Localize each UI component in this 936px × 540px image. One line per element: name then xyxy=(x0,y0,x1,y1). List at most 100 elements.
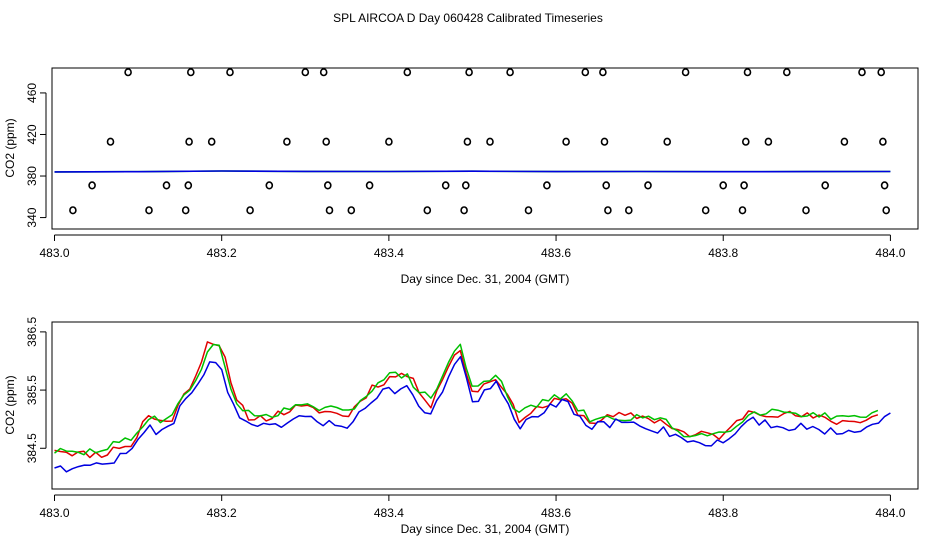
top-point xyxy=(226,68,234,77)
top-point xyxy=(764,137,773,146)
top-point xyxy=(246,206,254,215)
top-point xyxy=(882,206,891,215)
top-y-tick-label: 460 xyxy=(25,83,39,103)
bottom-y-tick-label: 384.5 xyxy=(25,433,39,463)
top-point xyxy=(403,68,412,77)
top-point xyxy=(719,181,728,190)
bottom-x-axis-label: Day since Dec. 31, 2004 (GMT) xyxy=(401,522,570,536)
top-point xyxy=(782,68,791,77)
bottom-series-green xyxy=(54,343,879,456)
top-point xyxy=(663,137,672,146)
top-y-tick-label: 380 xyxy=(25,166,39,186)
top-point xyxy=(743,68,752,77)
top-point xyxy=(879,137,887,146)
top-x-tick-label: 483.6 xyxy=(541,246,571,260)
top-point xyxy=(465,68,473,77)
top-point xyxy=(88,181,96,190)
top-x-tick-label: 483.4 xyxy=(374,246,404,260)
top-point xyxy=(301,68,310,77)
top-flat-series xyxy=(54,170,891,173)
bottom-x-tick-label: 483.6 xyxy=(541,506,571,520)
top-point xyxy=(69,206,77,215)
top-point xyxy=(599,68,607,77)
top-point xyxy=(325,206,334,215)
top-point xyxy=(681,68,690,77)
top-x-tick-label: 483.2 xyxy=(207,246,237,260)
top-point xyxy=(463,137,472,146)
top-point xyxy=(741,137,750,146)
bottom-y-axis: 384.5 385.5 386.5 xyxy=(25,317,47,463)
top-point xyxy=(365,181,374,190)
top-x-axis: 483.0 483.2 483.4 483.6 483.8 484.0 xyxy=(39,234,906,260)
bottom-series-red xyxy=(54,341,879,459)
bottom-line-series xyxy=(54,341,891,473)
top-point xyxy=(486,137,494,146)
top-point xyxy=(323,181,332,190)
top-point xyxy=(124,68,132,77)
top-y-axis: 340 380 420 460 xyxy=(25,83,47,228)
top-point xyxy=(460,206,468,215)
top-point xyxy=(506,68,514,77)
top-point xyxy=(821,181,830,190)
top-point xyxy=(187,68,195,77)
bottom-x-tick-label: 483.2 xyxy=(207,506,237,520)
top-point xyxy=(322,137,331,146)
top-point xyxy=(600,137,609,146)
top-point xyxy=(145,206,153,215)
top-point xyxy=(602,181,611,190)
top-plot-frame xyxy=(51,67,919,230)
bottom-panel: 483.0 483.2 483.4 483.6 483.8 484.0 384.5 385.… xyxy=(3,317,919,536)
top-point xyxy=(319,68,328,77)
top-panel: 483.0 483.2 483.4 483.6 483.8 484.0 340 380 420… xyxy=(3,67,919,286)
bottom-y-tick-label: 386.5 xyxy=(25,317,39,347)
top-point xyxy=(624,206,633,215)
bottom-x-tick-label: 484.0 xyxy=(875,506,905,520)
top-point xyxy=(543,181,551,190)
bottom-x-tick-label: 483.8 xyxy=(708,506,738,520)
top-point xyxy=(181,206,190,215)
top-x-tick-label: 483.0 xyxy=(39,246,69,260)
top-point xyxy=(461,181,470,190)
bottom-x-tick-label: 483.0 xyxy=(39,506,69,520)
top-point xyxy=(581,68,590,77)
top-point xyxy=(701,206,710,215)
bottom-x-axis: 483.0 483.2 483.4 483.6 483.8 484.0 xyxy=(39,494,906,520)
top-point xyxy=(604,206,612,215)
top-point xyxy=(283,137,291,146)
bottom-series-blue xyxy=(54,355,891,473)
top-point xyxy=(644,181,652,190)
top-y-tick-label: 420 xyxy=(25,124,39,144)
top-flat-line-blue xyxy=(54,170,891,173)
top-point xyxy=(562,137,570,146)
top-point xyxy=(185,137,193,146)
top-point xyxy=(880,181,889,190)
top-point xyxy=(162,181,171,190)
top-point xyxy=(423,206,432,215)
top-point xyxy=(524,206,533,215)
top-x-axis-label: Day since Dec. 31, 2004 (GMT) xyxy=(401,272,570,286)
top-scatter-points xyxy=(69,68,891,215)
figure-title: SPL AIRCOA D Day 060428 Calibrated Times… xyxy=(333,11,603,25)
top-point xyxy=(738,206,747,215)
top-x-tick-label: 483.8 xyxy=(708,246,738,260)
top-point xyxy=(877,68,886,77)
top-point xyxy=(207,137,216,146)
top-y-axis-label: CO2 (ppm) xyxy=(3,118,17,177)
top-point xyxy=(385,137,393,146)
top-point xyxy=(184,181,193,190)
top-point xyxy=(840,137,849,146)
bottom-y-tick-label: 385.5 xyxy=(25,375,39,405)
top-point xyxy=(858,68,866,77)
top-x-tick-label: 484.0 xyxy=(875,246,905,260)
top-point xyxy=(265,181,274,190)
top-y-tick-label: 340 xyxy=(25,207,39,227)
bottom-plot-frame xyxy=(51,321,919,490)
top-point xyxy=(441,181,450,190)
bottom-x-tick-label: 483.4 xyxy=(374,506,404,520)
top-point xyxy=(740,181,748,190)
top-point xyxy=(347,206,356,215)
bottom-y-axis-label: CO2 (ppm) xyxy=(3,375,17,434)
top-point xyxy=(106,137,115,146)
top-point xyxy=(802,206,810,215)
